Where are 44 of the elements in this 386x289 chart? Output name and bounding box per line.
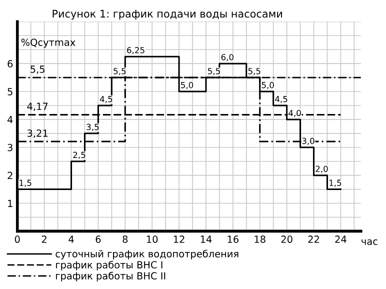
legend-label: график работы ВНС II	[56, 272, 166, 282]
y-tick-label: 6	[8, 60, 13, 68]
data-label: 5,5	[208, 68, 220, 76]
y-tick-label: 3	[8, 144, 12, 152]
y-tick-label: 4	[7, 116, 13, 124]
chart-title: Рисунок 1: график подачи воды насосами	[52, 10, 282, 20]
x-tick-label: 4	[68, 236, 74, 243]
x-tick-label: 10	[146, 236, 158, 243]
data-label: 4,5	[100, 96, 112, 104]
data-label: 4,5	[275, 96, 288, 104]
data-label: 1,5	[329, 180, 342, 187]
x-tick-label: 14	[200, 236, 212, 243]
x-tick-label: 0	[14, 236, 20, 243]
x-tick-label: 8	[122, 236, 128, 243]
annotation: 4,17	[27, 102, 48, 112]
data-label: 4,0	[288, 110, 301, 118]
data-label: 5,0	[262, 82, 274, 90]
data-label: 3,0	[302, 138, 314, 145]
y-tick-label: 2	[8, 172, 12, 180]
data-label: 5,5	[248, 68, 260, 76]
legend-label: суточный график водопотребления	[56, 250, 238, 260]
y-tick-label: 5	[8, 88, 12, 96]
data-label: 6,0	[221, 54, 234, 62]
y-axis-title: %Qсутmax	[21, 38, 76, 48]
x-tick-label: 6	[96, 236, 101, 243]
data-label: 5,5	[114, 68, 126, 76]
data-label: 3,5	[86, 124, 99, 131]
x-tick-label: 24	[335, 236, 346, 243]
x-tick-label: 12	[174, 236, 184, 243]
x-tick-label: 18	[254, 236, 266, 243]
x-tick-label: 2	[42, 236, 46, 243]
legend-label: график работы ВНС I	[56, 260, 162, 270]
x-axis-title: час	[362, 239, 378, 246]
data-label: 6,25	[127, 47, 144, 54]
x-tick-label: 22	[308, 236, 319, 243]
data-label: 2,5	[73, 152, 86, 159]
annotation: 3,21	[27, 129, 48, 138]
y-tick-label: 1	[8, 200, 12, 207]
x-tick-label: 20	[281, 236, 292, 243]
data-label: 1,5	[20, 180, 32, 187]
data-label: 2,0	[316, 166, 328, 173]
x-tick-label: 16	[228, 236, 238, 243]
data-label: 5,0	[181, 82, 194, 90]
ref-line-label: 5,5	[30, 66, 44, 74]
